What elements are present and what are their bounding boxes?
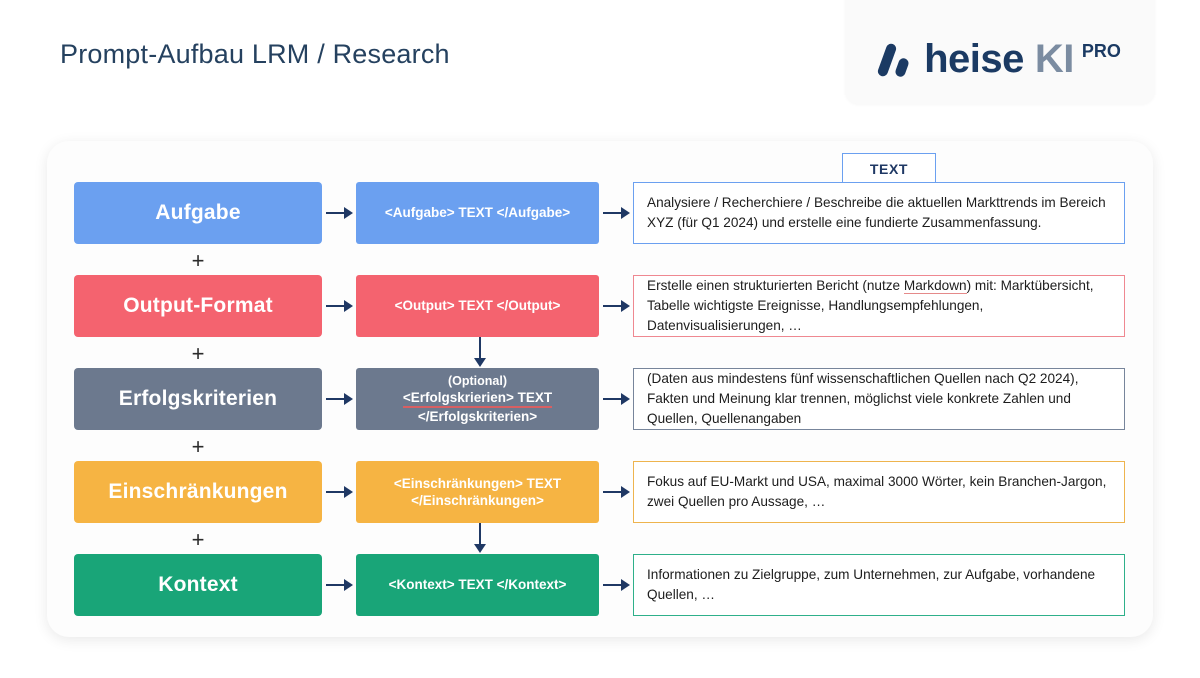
arrow-right-icon	[326, 300, 353, 312]
diagram-row: Einschränkungen <Einschränkungen> TEXT <…	[47, 461, 1153, 523]
arrow-down-icon	[474, 337, 486, 367]
logo-wordmark: heise	[924, 37, 1024, 81]
tag-box-einschraenkungen: <Einschränkungen> TEXT </Einschränkungen…	[356, 461, 599, 523]
arrow-right-icon	[326, 486, 353, 498]
optional-note: (Optional)	[447, 373, 507, 388]
tag-line: </Einschränkungen>	[411, 493, 544, 508]
arrow-right-icon	[603, 486, 630, 498]
text-tab-badge: TEXT	[842, 153, 936, 184]
label-box-aufgabe: Aufgabe	[74, 182, 322, 244]
tag-box-aufgabe: <Aufgabe> TEXT </Aufgabe>	[356, 182, 599, 244]
tag-line: </Erfolgskriterien>	[417, 409, 538, 424]
arrow-right-icon	[326, 579, 353, 591]
plus-separator: +	[191, 341, 205, 366]
description-text: (Daten aus mindestens fünf wissenschaftl…	[647, 370, 1079, 427]
label-text: Erfolgskriterien	[118, 387, 278, 410]
tag-line: <Output> TEXT </Output>	[394, 298, 561, 314]
diagram-row: Kontext <Kontext> TEXT </Kontext> Inform…	[47, 554, 1153, 616]
arrow-down-icon	[474, 523, 486, 553]
heise-ki-pro-logo: heise KI PRO	[845, 0, 1155, 104]
label-text: Output-Format	[123, 294, 273, 317]
arrow-right-icon	[603, 300, 630, 312]
arrow-right-icon	[603, 393, 630, 405]
label-text: Kontext	[158, 573, 238, 596]
arrow-right-icon	[603, 207, 630, 219]
arrow-right-icon	[326, 393, 353, 405]
diagram-row: Output-Format <Output> TEXT </Output> Er…	[47, 275, 1153, 337]
description-text: Fokus auf EU-Markt und USA, maximal 3000…	[647, 473, 1107, 509]
plus-separator: +	[191, 527, 205, 552]
tag-line: <Erfolgskrierien> TEXT	[402, 389, 553, 408]
page-title: Prompt-Aufbau LRM / Research	[60, 39, 450, 69]
description-box-kontext: Informationen zu Zielgruppe, zum Unterne…	[633, 554, 1125, 616]
label-text: Aufgabe	[155, 201, 241, 224]
tag-line: <Einschränkungen> TEXT	[393, 475, 562, 491]
tag-line: <Kontext> TEXT </Kontext>	[388, 577, 567, 593]
plus-separator: +	[191, 248, 205, 273]
description-text: Informationen zu Zielgruppe, zum Unterne…	[647, 566, 1096, 602]
label-box-kontext: Kontext	[74, 554, 322, 616]
description-text: Analysiere / Recherchiere / Beschreibe d…	[647, 194, 1106, 230]
tag-box-output-format: <Output> TEXT </Output>	[356, 275, 599, 337]
label-box-output-format: Output-Format	[74, 275, 322, 337]
arrow-right-icon	[326, 207, 353, 219]
tag-line: <Aufgabe> TEXT </Aufgabe>	[384, 205, 571, 221]
description-text: Erstelle einen strukturierten Bericht (n…	[647, 277, 1094, 334]
label-box-einschraenkungen: Einschränkungen	[74, 461, 322, 523]
heise-logo-mark-icon	[876, 42, 913, 79]
logo-row: heise KI PRO	[876, 37, 1121, 82]
plus-separator: +	[191, 434, 205, 459]
description-box-aufgabe: Analysiere / Recherchiere / Beschreibe d…	[633, 182, 1125, 244]
diagram-row: Erfolgskriterien (Optional) <Erfolgskrie…	[47, 368, 1153, 430]
logo-tier: PRO	[1081, 41, 1121, 61]
diagram-rows: TEXT + + + + Aufgabe <A	[47, 141, 1153, 637]
tag-box-kontext: <Kontext> TEXT </Kontext>	[356, 554, 599, 616]
label-box-erfolgskriterien: Erfolgskriterien	[74, 368, 322, 430]
label-text: Einschränkungen	[108, 480, 288, 503]
diagram-row: Aufgabe <Aufgabe> TEXT </Aufgabe> Analys…	[47, 182, 1153, 244]
description-box-erfolgskriterien: (Daten aus mindestens fünf wissenschaftl…	[633, 368, 1125, 430]
description-box-einschraenkungen: Fokus auf EU-Markt und USA, maximal 3000…	[633, 461, 1125, 523]
description-box-output-format: Erstelle einen strukturierten Bericht (n…	[633, 275, 1125, 337]
arrow-right-icon	[603, 579, 630, 591]
logo-product: KI	[1034, 37, 1075, 81]
diagram-card: TEXT + + + + Aufgabe <A	[47, 141, 1153, 637]
tag-box-erfolgskriterien: (Optional) <Erfolgskrierien> TEXT </Erfo…	[356, 368, 599, 430]
